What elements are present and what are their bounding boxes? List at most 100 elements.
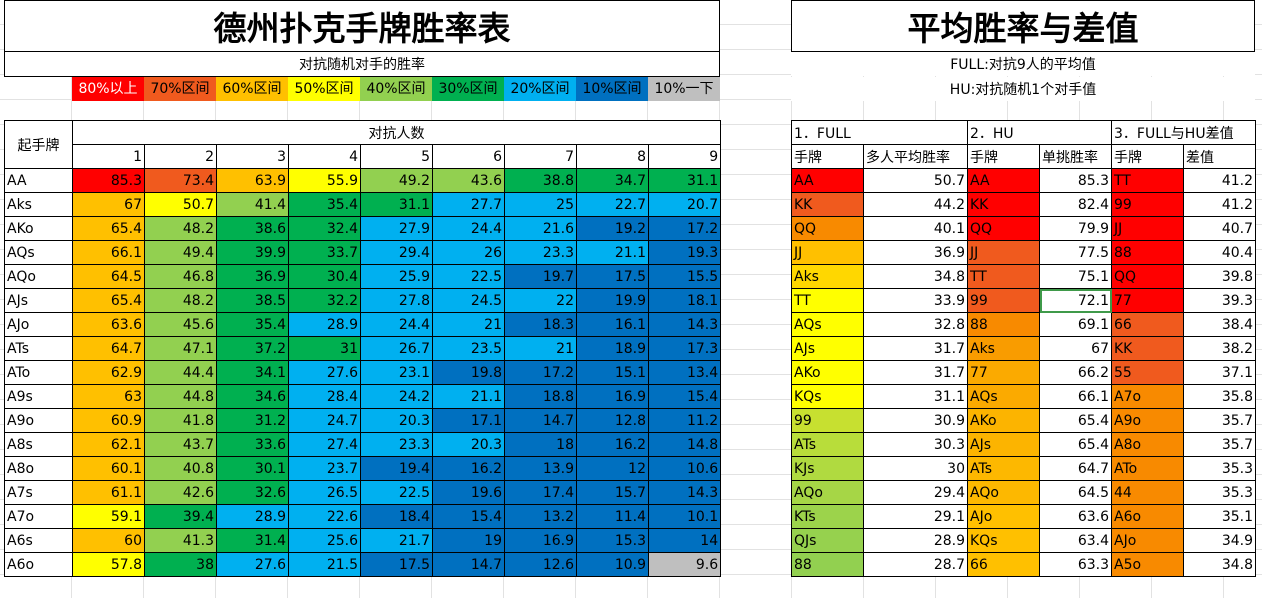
hu-hand-cell[interactable]: KK xyxy=(967,192,1040,217)
hand-label[interactable]: A9o xyxy=(4,408,73,433)
win-rate-cell[interactable]: 36.9 xyxy=(216,264,289,289)
win-rate-cell[interactable]: 17.5 xyxy=(360,552,433,577)
hu-value-cell[interactable]: 63.3 xyxy=(1039,552,1112,577)
win-rate-cell[interactable]: 22.6 xyxy=(288,504,361,529)
win-rate-cell[interactable]: 23.7 xyxy=(288,456,361,481)
win-rate-cell[interactable]: 21 xyxy=(432,312,505,337)
diff-value-cell[interactable]: 39.8 xyxy=(1183,264,1256,289)
diff-value-cell[interactable]: 41.2 xyxy=(1183,168,1256,193)
win-rate-cell[interactable]: 16.9 xyxy=(576,384,649,409)
legend-item[interactable]: 60%区间 xyxy=(216,77,288,101)
win-rate-cell[interactable]: 19 xyxy=(432,528,505,553)
win-rate-cell[interactable]: 27.6 xyxy=(216,552,289,577)
win-rate-cell[interactable]: 21.6 xyxy=(504,216,577,241)
win-rate-cell[interactable]: 31 xyxy=(288,336,361,361)
win-rate-cell[interactable]: 20.3 xyxy=(432,432,505,457)
win-rate-cell[interactable]: 41.8 xyxy=(144,408,217,433)
win-rate-cell[interactable]: 16.2 xyxy=(576,432,649,457)
full-value-cell[interactable]: 44.2 xyxy=(863,192,968,217)
win-rate-cell[interactable]: 40.8 xyxy=(144,456,217,481)
win-rate-cell[interactable]: 21.5 xyxy=(288,552,361,577)
hand-label[interactable]: AJs xyxy=(4,288,73,313)
win-rate-cell[interactable]: 38.5 xyxy=(216,288,289,313)
win-rate-cell[interactable]: 73.4 xyxy=(144,168,217,193)
hu-hand-cell[interactable]: AA xyxy=(967,168,1040,193)
win-rate-cell[interactable]: 10.9 xyxy=(576,552,649,577)
win-rate-cell[interactable]: 39.9 xyxy=(216,240,289,265)
legend-item[interactable]: 70%区间 xyxy=(144,77,216,101)
full-value-cell[interactable]: 30.9 xyxy=(863,408,968,433)
full-hand-cell[interactable]: ATs xyxy=(791,432,864,457)
win-rate-cell[interactable]: 29.4 xyxy=(360,240,433,265)
legend-item[interactable]: 50%区间 xyxy=(288,77,360,101)
win-rate-cell[interactable]: 43.7 xyxy=(144,432,217,457)
hand-label[interactable]: A9s xyxy=(4,384,73,409)
win-rate-cell[interactable]: 19.2 xyxy=(576,216,649,241)
hu-value-cell[interactable]: 72.1 xyxy=(1039,288,1112,313)
win-rate-cell[interactable]: 31.1 xyxy=(360,192,433,217)
diff-value-cell[interactable]: 34.9 xyxy=(1183,528,1256,553)
hu-value-cell[interactable]: 82.4 xyxy=(1039,192,1112,217)
win-rate-cell[interactable]: 38.6 xyxy=(216,216,289,241)
col-header-hand[interactable]: 手牌 xyxy=(967,144,1040,169)
hand-label[interactable]: A8o xyxy=(4,456,73,481)
win-rate-cell[interactable]: 20.7 xyxy=(647,192,722,217)
full-value-cell[interactable]: 28.9 xyxy=(863,528,968,553)
hu-hand-cell[interactable]: QQ xyxy=(967,216,1040,241)
win-rate-cell[interactable]: 24.7 xyxy=(288,408,361,433)
win-rate-cell[interactable]: 23.1 xyxy=(360,360,433,385)
win-rate-cell[interactable]: 20.3 xyxy=(360,408,433,433)
win-rate-cell[interactable]: 17.5 xyxy=(576,264,649,289)
diff-hand-cell[interactable]: KK xyxy=(1111,336,1184,361)
full-value-cell[interactable]: 34.8 xyxy=(863,264,968,289)
win-rate-cell[interactable]: 28.9 xyxy=(288,312,361,337)
col-header[interactable]: 7 xyxy=(504,144,577,169)
win-rate-cell[interactable]: 28.9 xyxy=(216,504,289,529)
win-rate-cell[interactable]: 60.1 xyxy=(72,456,145,481)
win-rate-cell[interactable]: 16.9 xyxy=(504,528,577,553)
win-rate-cell[interactable]: 19.8 xyxy=(432,360,505,385)
win-rate-cell[interactable]: 45.6 xyxy=(144,312,217,337)
diff-hand-cell[interactable]: 99 xyxy=(1111,192,1184,217)
win-rate-cell[interactable]: 26.5 xyxy=(288,480,361,505)
win-rate-cell[interactable]: 31.4 xyxy=(216,528,289,553)
win-rate-cell[interactable]: 42.6 xyxy=(144,480,217,505)
win-rate-cell[interactable]: 18 xyxy=(504,432,577,457)
win-rate-cell[interactable]: 17.1 xyxy=(432,408,505,433)
col-header[interactable]: 4 xyxy=(288,144,361,169)
win-rate-cell[interactable]: 49.4 xyxy=(144,240,217,265)
win-rate-cell[interactable]: 60 xyxy=(72,528,145,553)
win-rate-cell[interactable]: 21.1 xyxy=(432,384,505,409)
full-hand-cell[interactable]: TT xyxy=(791,288,864,313)
win-rate-cell[interactable]: 61.1 xyxy=(72,480,145,505)
legend-item[interactable]: 40%区间 xyxy=(360,77,432,101)
win-rate-cell[interactable]: 32.4 xyxy=(288,216,361,241)
col-header[interactable]: 6 xyxy=(432,144,505,169)
hand-label[interactable]: ATs xyxy=(4,336,73,361)
full-value-cell[interactable]: 29.4 xyxy=(863,480,968,505)
full-note[interactable]: FULL:对抗9人的平均值 xyxy=(791,52,1255,76)
win-rate-cell[interactable]: 64.7 xyxy=(72,336,145,361)
win-rate-cell[interactable]: 23.3 xyxy=(504,240,577,265)
full-value-cell[interactable]: 36.9 xyxy=(863,240,968,265)
hand-label[interactable]: AA xyxy=(4,168,73,193)
win-rate-cell[interactable]: 14.3 xyxy=(647,312,722,337)
win-rate-cell[interactable]: 12 xyxy=(576,456,649,481)
win-rate-cell[interactable]: 24.4 xyxy=(360,312,433,337)
win-rate-cell[interactable]: 24.4 xyxy=(432,216,505,241)
win-rate-cell[interactable]: 46.8 xyxy=(144,264,217,289)
win-rate-cell[interactable]: 14 xyxy=(647,528,722,553)
full-value-cell[interactable]: 31.7 xyxy=(863,336,968,361)
hand-label[interactable]: AQo xyxy=(4,264,73,289)
full-hand-cell[interactable]: KJs xyxy=(791,456,864,481)
win-rate-cell[interactable]: 16.2 xyxy=(432,456,505,481)
corner-header[interactable]: 起手牌 xyxy=(4,120,73,169)
full-hand-cell[interactable]: Aks xyxy=(791,264,864,289)
hu-hand-cell[interactable]: AJo xyxy=(967,504,1040,529)
win-rate-cell[interactable]: 43.6 xyxy=(432,168,505,193)
diff-hand-cell[interactable]: A9o xyxy=(1111,408,1184,433)
diff-value-cell[interactable]: 37.1 xyxy=(1183,360,1256,385)
hu-hand-cell[interactable]: 99 xyxy=(967,288,1040,313)
col-header[interactable]: 9 xyxy=(647,144,722,169)
win-rate-cell[interactable]: 24.2 xyxy=(360,384,433,409)
